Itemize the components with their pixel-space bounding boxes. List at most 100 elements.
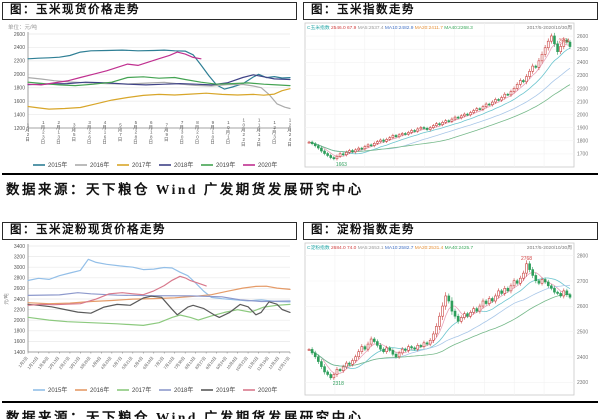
y-axis-tick-label: 2600 [577,34,588,40]
plot-border [304,22,575,168]
y-axis-tick-label: 1700 [577,152,588,158]
corn-index-chart-area: 2600 2500 2400 2300 2200 2100 2000 1900 1800 1700… [303,20,598,170]
y-axis-tick-label: 1600 [14,99,25,105]
starch-spot-legend: 2015年 2016年 2017年 2018年 2019年 2020年 [33,386,277,394]
y-axis-tick-label: 2000 [14,72,25,78]
unit-label: 单位：元/吨 [8,23,38,31]
legend-label: 2018年 [174,386,193,394]
panel-title-text: 图：玉米淀粉现货价格走势 [10,224,166,236]
y-axis-tick-label: 2700 [577,279,588,285]
legend-label: 2016年 [90,386,109,394]
legend-label: 2019年 [216,386,235,394]
legend-label: 2017年 [132,386,151,394]
y-axis-tick-label: 2500 [577,329,588,335]
corn-index-candles [307,32,572,161]
y-axis-tick-label: 2000 [14,318,25,324]
series-line-2020年 [27,275,207,306]
y-axis-tick-label: 2200 [14,59,25,65]
series-line-2017年 [27,88,291,110]
panel-starch-spot: 图：玉米淀粉现货价格走势 1400 1600 1800 2000 2200 2400 260… [2,222,297,398]
y-axis-tick-label: 2600 [14,286,25,292]
x-axis-tick-label: 2月13日 [56,120,61,145]
panel-title-text: 图：玉米现货价格走势 [10,4,140,16]
x-axis-tick-label: 4月16日 [103,120,108,145]
corn-index-candlestick-chart: 2600 2500 2400 2300 2200 2100 2000 1900 1800 1700… [304,22,588,168]
date-range-label: 2017/5-2020/10/30周 [527,245,572,251]
chart-header-readout: C淀粉指数 2684.0 74.0 MA5:2653.1 MA10:2582.7… [307,244,474,251]
starch-index-candles [307,260,572,380]
data-source-note-bottom: 数据来源：天下粮仓 Wind 广发期货发展研究中心 [2,401,598,419]
y-axis-tick-label: 2300 [577,73,588,79]
x-axis-tick-label: 1月2日 [17,356,29,369]
x-axis-tick-label: 7月2日 [153,356,165,369]
panel-starch-index: 图：淀粉指数走势 2800 2700 2600 2500 2400 2300 C淀粉指数 2… [303,222,598,398]
x-axis-tick-label: 5月7日 [112,356,124,369]
y-axis-tick-label: 1800 [14,329,25,335]
corn-spot-chart-area: 1200 1400 1600 1800 2000 2200 2400 2600 单位：元/吨 1月… [2,20,297,170]
y-axis-tick-label: 2100 [577,99,588,105]
y-axis-tick-label: 1800 [577,139,588,145]
series-line-2019年 [27,76,291,87]
y-axis-tick-label: 2800 [577,253,588,259]
starch-index-candlestick-chart: 2800 2700 2600 2500 2400 2300 C淀粉指数 2684.0 74.… [304,242,588,396]
x-axis-tick-label: 6月4日 [132,356,144,369]
y-axis-tick-label: 2000 [577,112,588,118]
x-axis-tick-label: 3月26日 [87,120,92,145]
current-price-label: 2554 [558,39,569,45]
y-axis-title: 元/吨 [3,293,10,304]
y-axis-tick-label: 2400 [577,355,588,361]
x-axis-tick-label: 4月9日 [91,356,103,369]
x-axis-tick-label: 12月24日 [288,118,293,148]
starch-spot-line-chart: 1400 1600 1800 2000 2200 2400 2600 2800 3000 3200… [3,244,291,394]
series-line-2016年 [27,285,291,305]
current-price-label: 2768 [521,256,532,262]
legend-label: 2017年 [132,161,151,169]
x-axis-tick-label: 5月7日 [118,123,123,143]
x-axis-tick-label: 5月28日 [133,120,138,145]
y-axis-tick-label: 2400 [577,60,588,66]
series-line-2019年 [27,295,291,319]
y-axis-tick-label: 1400 [14,350,25,356]
y-axis-tick-label: 1400 [14,112,25,118]
panel-corn-spot: 图：玉米现货价格走势 1200 1400 1600 1800 2000 2200 2400 2… [2,2,297,170]
y-axis-tick-label: 2800 [14,276,25,282]
legend-label: 2020年 [258,161,277,169]
x-axis-tick-label: 7月30日 [180,120,185,145]
ma-line-12 [308,277,571,369]
low-price-label: 2318 [333,381,344,387]
x-axis-tick-label: 3月5日 [72,123,77,143]
x-axis-tick-label: 8月20日 [195,120,200,145]
series-line-2017年 [27,303,291,327]
x-axis-tick-label: 9月10日 [210,120,215,145]
data-source-note-top: 数据来源：天下粮仓 Wind 广发期货发展研究中心 [2,173,598,202]
starch-spot-grid: 1400 1600 1800 2000 2200 2400 2600 2800 3000 3200… [14,244,290,356]
y-axis-tick-label: 3200 [14,254,25,260]
panel-title-starch-index: 图：淀粉指数走势 [303,222,598,240]
corn-spot-legend: 2015年 2016年 2017年 2018年 2019年 2020年 [33,161,277,169]
starch-index-chart-area: 2800 2700 2600 2500 2400 2300 C淀粉指数 2684.0 74.… [303,240,598,398]
legend-label: 2015年 [48,161,67,169]
panel-title-text: 图：淀粉指数走势 [311,224,415,236]
x-axis-tick-label: 5月21日 [121,356,134,371]
x-axis-tick-label: 10月22日 [241,118,246,148]
x-axis-tick-label: 1月2日 [26,123,31,143]
x-axis-tick-label: 3月26日 [79,356,92,371]
top-chart-row: 图：玉米现货价格走势 1200 1400 1600 1800 2000 2200 2400 2… [0,0,600,170]
x-axis-tick-label: 7月9日 [164,123,169,143]
date-range-label: 2017/5-2020/10/30周 [527,25,572,31]
y-axis-tick-label: 2600 [14,32,25,38]
x-axis-tick-label: 4月23日 [100,356,113,371]
y-axis-tick-label: 2400 [14,45,25,51]
series-line-2018年 [27,74,291,86]
panel-corn-index: 图：玉米指数走势 2600 2500 2400 2300 2200 2100 2000 190… [303,2,598,170]
legend-label: 2015年 [48,386,67,394]
y-axis-tick-label: 1800 [14,86,25,92]
series-line-2016年 [27,76,291,110]
corn-spot-x-axis-labels: 1月2日 1月23日 2月13日 3月5日 3月26日 4月16日 5月7日 5月28日 6月1… [26,118,293,148]
starch-index-grid: 2800 2700 2600 2500 2400 2300 [305,243,588,395]
corn-spot-grid: 1200 1400 1600 1800 2000 2200 2400 2600 [14,32,290,132]
y-axis-tick-label: 1200 [14,126,25,132]
panel-title-corn-spot: 图：玉米现货价格走势 [2,2,297,20]
panel-title-corn-index: 图：玉米指数走势 [303,2,598,20]
